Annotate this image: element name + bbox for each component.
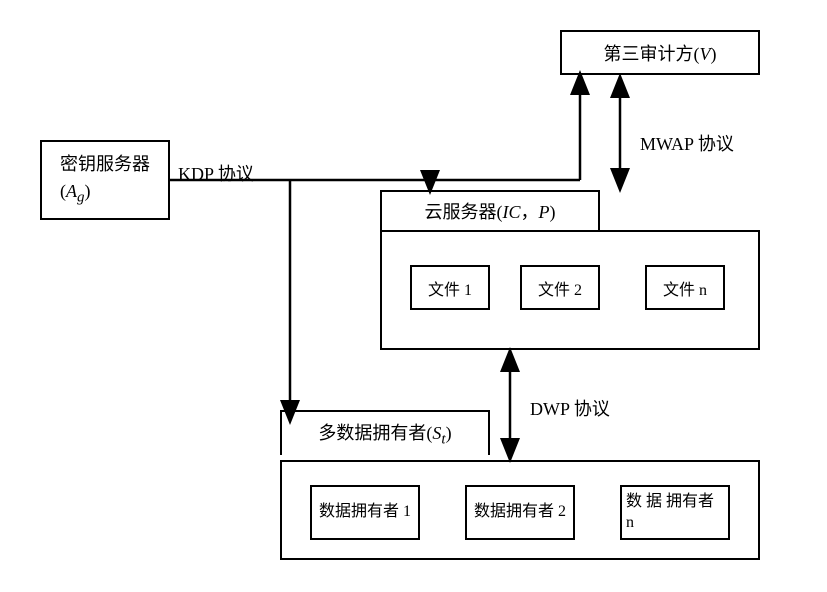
auditor-var: V: [700, 44, 711, 64]
cloud-header-box: 云服务器(IC，P): [380, 190, 600, 230]
kdp-protocol-label: KDP 协议: [178, 160, 254, 186]
auditor-prefix: 第三审计方(: [604, 44, 700, 64]
key-server-var: A: [66, 181, 77, 201]
file-box-n: 文件 n: [645, 265, 725, 310]
owner-box-n: 数 据 拥有者 n: [620, 485, 730, 540]
multi-owner-suffix: ): [446, 423, 452, 443]
owner-label-2: 数据拥有者 2: [474, 502, 566, 523]
cloud-mid: ，: [521, 202, 539, 222]
file-label-1: 文件 1: [428, 276, 472, 300]
key-server-sub: g: [77, 190, 85, 206]
owner-label-n: 数 据 拥有者 n: [626, 492, 724, 534]
multi-owner-prefix: 多数据拥有者(: [318, 423, 432, 443]
key-server-paren-close: ): [85, 181, 91, 201]
mwap-protocol-label: MWAP 协议: [640, 130, 734, 156]
file-box-1: 文件 1: [410, 265, 490, 310]
cloud-var1: IC: [503, 202, 521, 222]
key-server-text: 密钥服务器: [60, 154, 150, 174]
cloud-suffix: ): [550, 202, 556, 222]
file-label-2: 文件 2: [538, 276, 582, 300]
cloud-prefix: 云服务器(: [425, 202, 503, 222]
dwp-protocol-label: DWP 协议: [530, 395, 610, 421]
multi-owner-box: 多数据拥有者(St): [280, 410, 490, 455]
auditor-box: 第三审计方(V): [560, 30, 760, 75]
auditor-label: 第三审计方(V): [604, 40, 717, 66]
file-label-n: 文件 n: [663, 276, 707, 300]
cloud-header-label: 云服务器(IC，P): [425, 198, 556, 224]
key-server-box: 密钥服务器 (Ag): [40, 140, 170, 220]
owner-label-1: 数据拥有者 1: [319, 502, 411, 523]
auditor-suffix: ): [711, 44, 717, 64]
owner-box-2: 数据拥有者 2: [465, 485, 575, 540]
key-server-label: 密钥服务器 (Ag): [60, 151, 150, 209]
file-box-2: 文件 2: [520, 265, 600, 310]
owner-box-1: 数据拥有者 1: [310, 485, 420, 540]
cloud-var2: P: [539, 202, 550, 222]
multi-owner-label: 多数据拥有者(St): [318, 419, 451, 449]
